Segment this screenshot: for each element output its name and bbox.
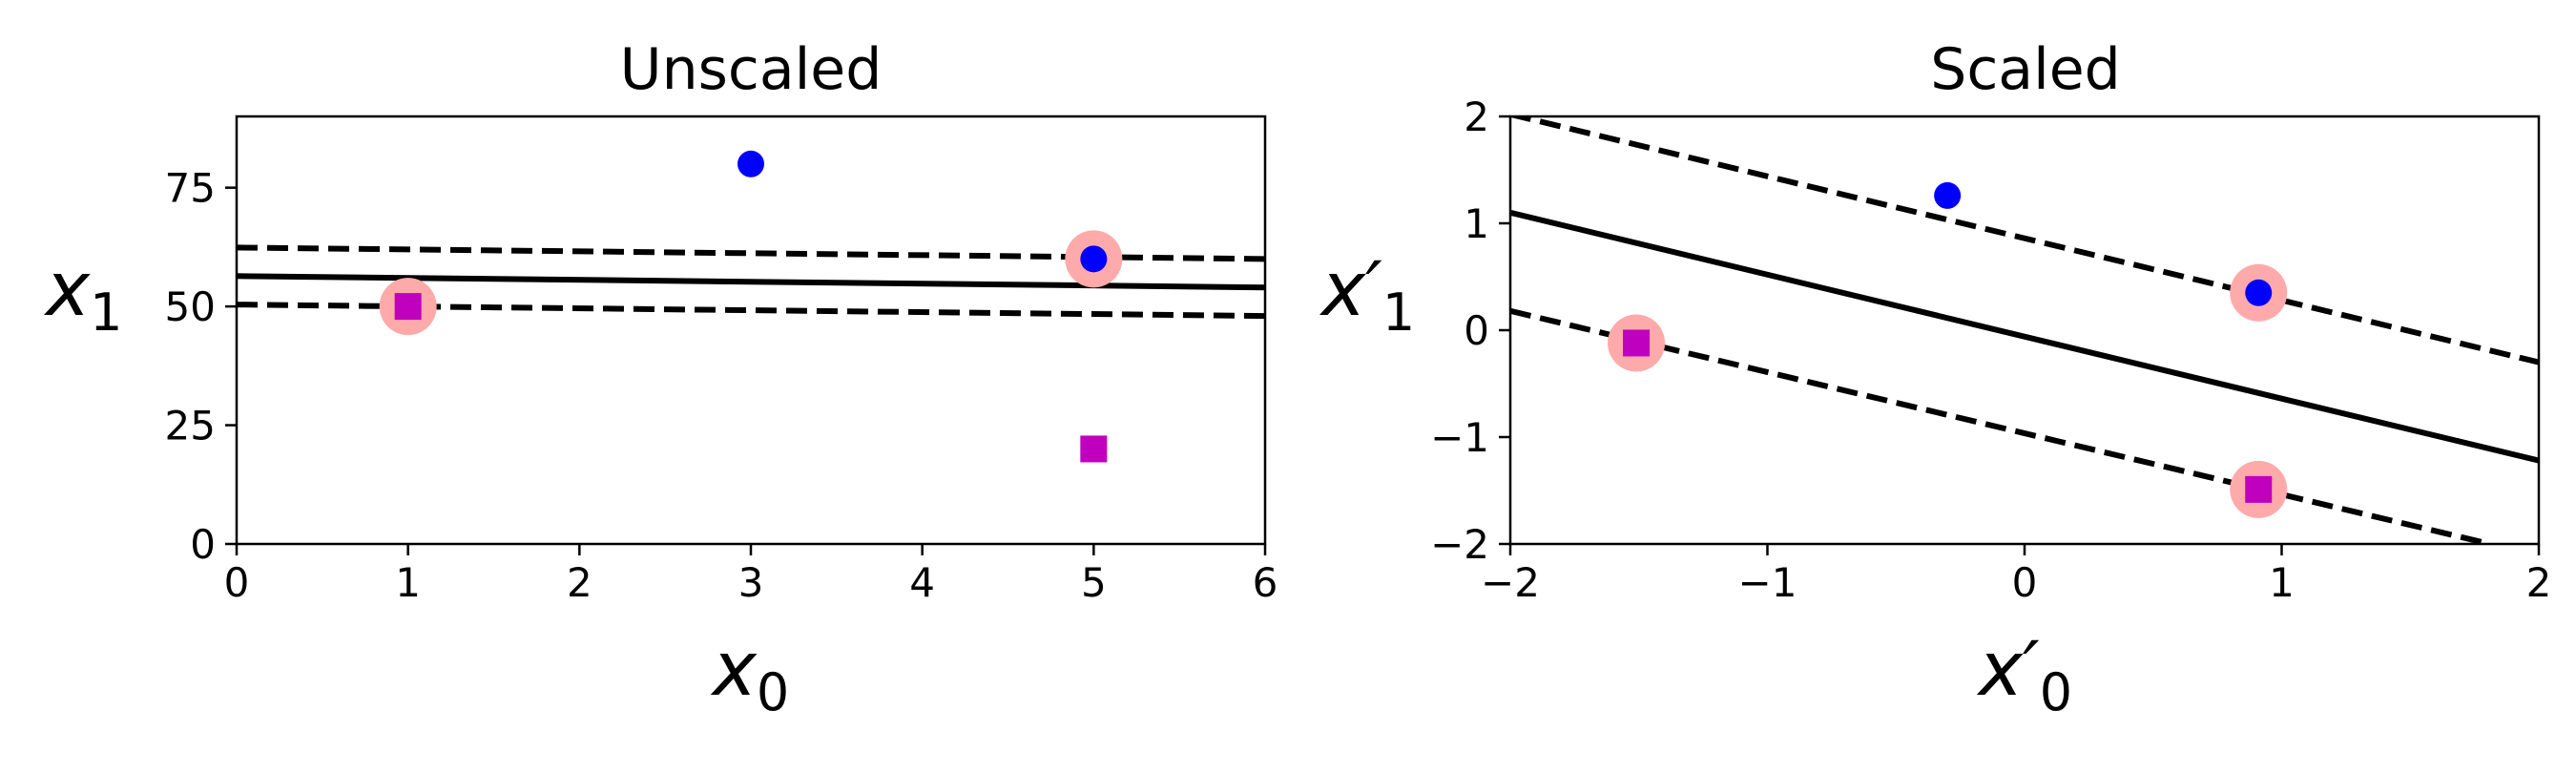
margin-upper-scaled [1510,116,2539,366]
point-circle-scaled-2 [1934,181,1962,209]
x-axis-label-unscaled: x0 [710,627,790,722]
y-tick-label-unscaled-1: 25 [165,403,216,449]
y-tick-label-unscaled-3: 75 [165,165,216,212]
point-square-scaled-1 [2245,475,2273,503]
subplot-scaled: Scaled −2 −1 0 1 2 −2 −1 0 1 2 x′0 x′1 [1319,36,2551,722]
x-tick-label-scaled-0: −2 [1481,559,1540,606]
x-tick-label-unscaled-0: 0 [224,559,250,606]
y-axis-label-unscaled: x1 [43,247,123,343]
point-circle-unscaled-2 [737,150,764,178]
plot-area-scaled: −2 −1 0 1 2 −2 −1 0 1 2 [1430,94,2551,606]
y-tick-label-scaled-2: 0 [1464,307,1489,354]
x-tick-label-scaled-4: 2 [2526,559,2552,606]
y-tick-label-scaled-0: −2 [1430,521,1489,568]
point-square-unscaled-1 [1080,435,1108,463]
x-tick-label-unscaled-1: 1 [395,559,421,606]
x-tick-label-scaled-3: 1 [2269,559,2295,606]
x-tick-label-unscaled-6: 6 [1253,559,1278,606]
y-tick-label-unscaled-0: 0 [190,521,216,568]
point-square-scaled-0 [1623,329,1651,357]
y-tick-label-scaled-1: −1 [1430,414,1489,461]
point-circle-unscaled-3 [1080,245,1108,273]
subplot-unscaled: Unscaled 0 1 2 3 4 5 6 0 25 50 75 x0 x1 [43,36,1278,722]
chart-title-unscaled: Unscaled [620,36,883,103]
lines-scaled [1510,116,2539,544]
x-tick-label-unscaled-3: 3 [738,559,764,606]
point-square-unscaled-0 [394,293,422,321]
x-axis-label-scaled: x′0 [1976,627,2072,722]
x-tick-label-unscaled-5: 5 [1081,559,1107,606]
decision-boundary-scaled [1510,209,2539,464]
x-tick-label-scaled-2: 0 [2012,559,2038,606]
point-circle-scaled-3 [2245,279,2273,306]
y-tick-label-unscaled-2: 50 [165,283,216,330]
x-tick-label-unscaled-4: 4 [909,559,935,606]
chart-title-scaled: Scaled [1930,36,2121,103]
y-tick-label-scaled-3: 1 [1464,200,1489,247]
margin-lower-scaled [1510,307,2491,544]
plot-area-unscaled: 0 1 2 3 4 5 6 0 25 50 75 [165,115,1278,606]
x-tick-label-unscaled-2: 2 [567,559,592,606]
y-tick-label-scaled-4: 2 [1464,94,1489,140]
x-tick-label-scaled-1: −1 [1738,559,1797,606]
y-axis-label-scaled: x′1 [1319,247,1415,343]
